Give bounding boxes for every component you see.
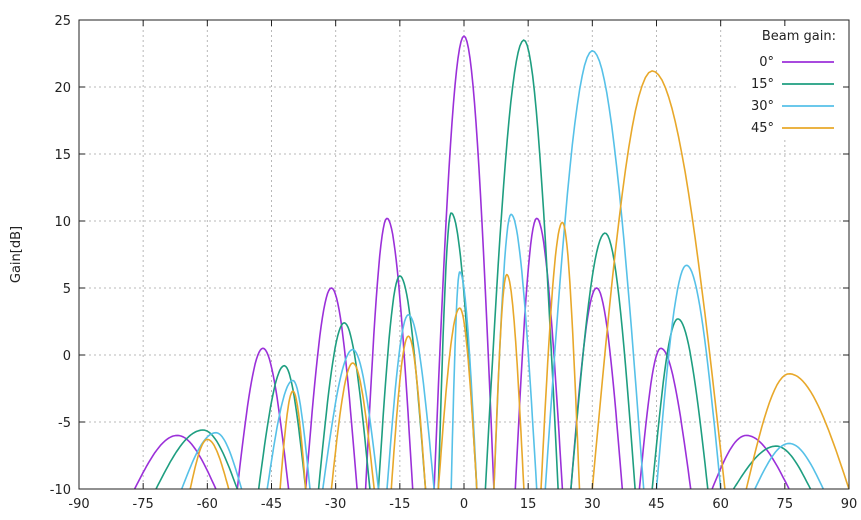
lobe (189, 438, 230, 490)
lobe (544, 49, 645, 490)
lobe (655, 264, 722, 490)
x-tick-label: -15 (389, 497, 410, 512)
lobe (493, 273, 525, 490)
x-tick-label: 75 (777, 497, 794, 512)
y-tick-label: -10 (50, 483, 71, 498)
lobe (437, 307, 478, 490)
y-axis-title: Gain[dB] (9, 226, 24, 283)
lobe (330, 362, 375, 490)
lobe (433, 35, 495, 490)
lobe (279, 390, 307, 490)
x-tick-label: -90 (68, 497, 89, 512)
lobe (450, 271, 478, 490)
lobe (257, 364, 307, 490)
lobe (484, 39, 559, 490)
x-tick-label: 90 (841, 497, 858, 512)
series-45deg (189, 70, 850, 490)
lobe (711, 434, 790, 490)
series-lines (133, 35, 850, 490)
y-tick-label: -5 (58, 416, 71, 431)
legend-label: 30° (751, 99, 774, 114)
lobe (304, 287, 358, 490)
lobe (236, 347, 290, 490)
lobe (377, 275, 427, 490)
x-tick-label: 15 (520, 497, 537, 512)
lobe (317, 321, 371, 490)
y-tick-label: 25 (54, 14, 71, 29)
x-tick-label: -60 (197, 497, 218, 512)
lobe (732, 445, 812, 490)
lobe (155, 429, 239, 490)
legend-label: 15° (751, 77, 774, 92)
lobe (651, 318, 709, 490)
legend-title: Beam gain: (762, 29, 836, 44)
legend: Beam gain: 0° 15° 30° 45° (738, 26, 842, 138)
legend-label: 0° (759, 55, 774, 70)
grid (79, 20, 849, 489)
legend-label: 45° (751, 121, 774, 136)
legend-background (738, 26, 842, 138)
x-tick-label: -30 (325, 497, 346, 512)
y-tick-label: 20 (54, 81, 71, 96)
legend-entries: 0° 15° 30° 45° (751, 55, 834, 136)
lobe (180, 431, 243, 490)
x-tick-labels: -90 -75 -60 -45 -30 -15 0 15 30 45 60 75 90 (68, 497, 857, 512)
x-tick-label: 0 (460, 497, 468, 512)
y-tick-label: 5 (63, 282, 71, 297)
lobe (540, 221, 581, 490)
y-tick-label: 15 (54, 148, 71, 163)
x-tick-label: -75 (133, 497, 154, 512)
y-tick-label: 0 (63, 349, 71, 364)
x-tick-label: -45 (261, 497, 282, 512)
lobe (266, 379, 311, 490)
lobe (322, 348, 380, 490)
tick-marks (78, 19, 850, 490)
y-tick-labels: -10 -5 0 5 10 15 20 25 (50, 14, 71, 498)
lobe (570, 232, 636, 490)
x-tick-label: 30 (584, 497, 601, 512)
series-30deg (180, 49, 825, 490)
lobe (745, 372, 850, 490)
lobe (364, 217, 414, 490)
lobe (133, 434, 217, 490)
lobe (591, 70, 726, 490)
x-tick-label: 60 (712, 497, 729, 512)
lobe (390, 335, 427, 490)
lobe (754, 442, 825, 490)
lobe (386, 313, 435, 490)
y-tick-label: 10 (54, 215, 71, 230)
lobe (638, 347, 692, 490)
x-tick-label: 45 (648, 497, 665, 512)
